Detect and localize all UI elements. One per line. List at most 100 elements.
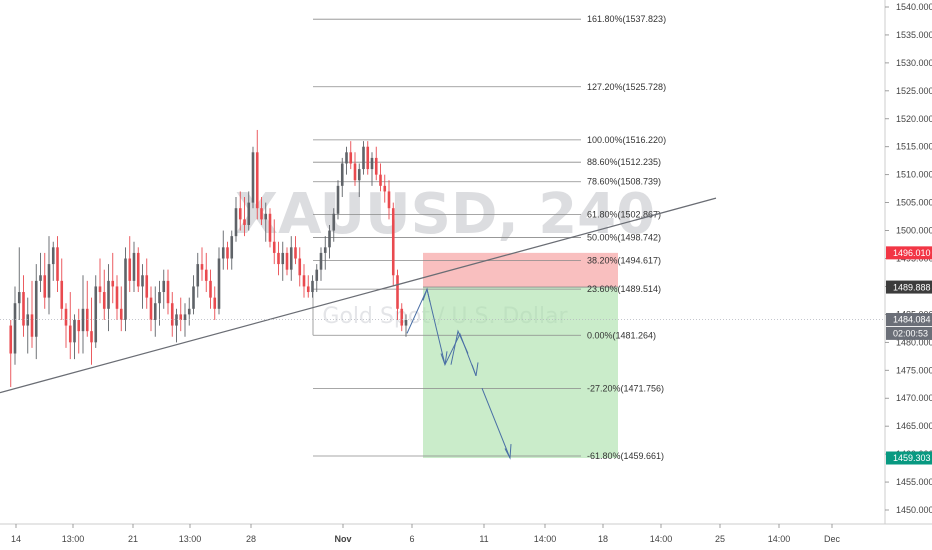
candle-body	[60, 280, 64, 309]
candle	[85, 280, 89, 337]
candle	[183, 303, 187, 337]
candle	[68, 292, 72, 360]
candle-body	[39, 275, 42, 281]
candle	[374, 146, 378, 181]
price-tick-label: 1525.000	[896, 86, 932, 96]
candle	[319, 247, 323, 281]
price-label-text: 1496.010	[893, 248, 931, 258]
candle	[77, 308, 81, 354]
price-tick-label: 1530.000	[896, 58, 932, 68]
time-tick-label: 11	[479, 534, 488, 544]
candle	[306, 275, 310, 298]
candle	[221, 230, 225, 270]
candle-body	[247, 202, 251, 225]
price-tick-label: 1475.000	[896, 365, 932, 375]
projection-swing	[450, 329, 469, 365]
candle-body	[158, 292, 161, 304]
candle-body	[277, 252, 280, 265]
price-tick-label: 1535.000	[896, 30, 932, 40]
trend-line[interactable]	[0, 197, 717, 394]
price-label-text: 02:00:53	[893, 329, 928, 339]
candle	[285, 247, 289, 276]
arrow-head	[504, 444, 512, 460]
candle-body	[26, 314, 30, 326]
price-tick-label: 1500.000	[896, 226, 932, 236]
candle-body	[192, 286, 195, 309]
candle-body	[111, 280, 115, 287]
candle	[141, 264, 144, 309]
price-tick-label: 1465.000	[896, 421, 932, 431]
candle-body	[56, 247, 59, 281]
arrow-head	[440, 351, 448, 365]
short-position-tool[interactable]	[423, 252, 618, 459]
time-tick-label: 13:00	[179, 534, 202, 544]
fibonacci-extension[interactable]: 161.80%(1537.823) 127.20%(1525.728) 100.00…	[312, 14, 666, 461]
candle-body	[387, 191, 391, 209]
candle-body	[166, 280, 170, 304]
candle-body	[162, 280, 166, 293]
candle	[247, 191, 251, 231]
fib-level-label: 127.20%(1525.728)	[587, 82, 666, 92]
candle-body	[73, 319, 76, 343]
candle-body	[374, 157, 378, 175]
candle-body	[323, 247, 327, 253]
candle-body	[85, 308, 89, 332]
candle-body	[107, 280, 110, 309]
fib-level-label: 50.00%(1498.742)	[587, 233, 661, 243]
candle-body	[145, 275, 149, 298]
fib-level-label: 0.00%(1481.264)	[587, 330, 656, 340]
candle	[268, 208, 272, 248]
candle	[162, 269, 166, 309]
time-axis[interactable]: 14 13:00 21 13:00 28 Nov 6 11 14:00 18 14:00 25 14:0…	[11, 524, 841, 544]
candle-body	[353, 163, 357, 181]
candle	[294, 236, 297, 265]
candle	[166, 269, 170, 315]
candle	[230, 230, 234, 270]
fib-level-label: 61.80%(1502.867)	[587, 210, 661, 220]
price-label-box	[886, 246, 932, 260]
fib-level-label: 78.60%(1508.739)	[587, 177, 661, 187]
take-profit-zone[interactable]	[423, 287, 618, 459]
fib-level-label: 38.20%(1494.617)	[587, 256, 661, 266]
candle	[98, 258, 102, 304]
candle	[47, 236, 51, 315]
candle-body	[319, 252, 323, 270]
price-label-text: 1484.084	[893, 315, 931, 325]
candle-body	[400, 308, 404, 326]
candle-body	[332, 213, 336, 231]
candle	[226, 241, 229, 270]
candle-body	[404, 319, 408, 326]
candle-body	[187, 308, 191, 315]
time-tick-label: 14:00	[534, 534, 557, 544]
candle	[349, 141, 353, 170]
candle	[281, 241, 285, 281]
candle-body	[183, 314, 187, 320]
stop-loss-zone[interactable]	[423, 252, 618, 288]
time-tick-label: 14:00	[768, 534, 791, 544]
time-tick-label: 25	[715, 534, 725, 544]
candle-body	[213, 297, 217, 309]
candle-body	[209, 280, 212, 298]
candle	[73, 314, 76, 360]
candle-body	[230, 236, 234, 259]
candle	[391, 202, 395, 287]
candle	[400, 303, 404, 332]
price-tick-label: 1450.000	[896, 505, 932, 515]
fib-level-label: 88.60%(1512.235)	[587, 157, 661, 167]
candle-body	[379, 174, 382, 186]
candle	[175, 308, 178, 343]
drawings[interactable]	[0, 197, 717, 460]
candle	[336, 180, 340, 220]
candle	[383, 174, 387, 203]
fib-level-label: 161.80%(1537.823)	[587, 14, 666, 24]
candle	[251, 146, 255, 209]
candle	[302, 264, 306, 298]
candle-body	[391, 208, 395, 276]
projection-path-final[interactable]	[481, 387, 511, 459]
candles	[9, 129, 408, 388]
time-tick-label: 6	[409, 534, 414, 544]
candle-body	[196, 264, 200, 287]
candle	[30, 280, 34, 348]
time-tick-label: 13:00	[62, 534, 85, 544]
